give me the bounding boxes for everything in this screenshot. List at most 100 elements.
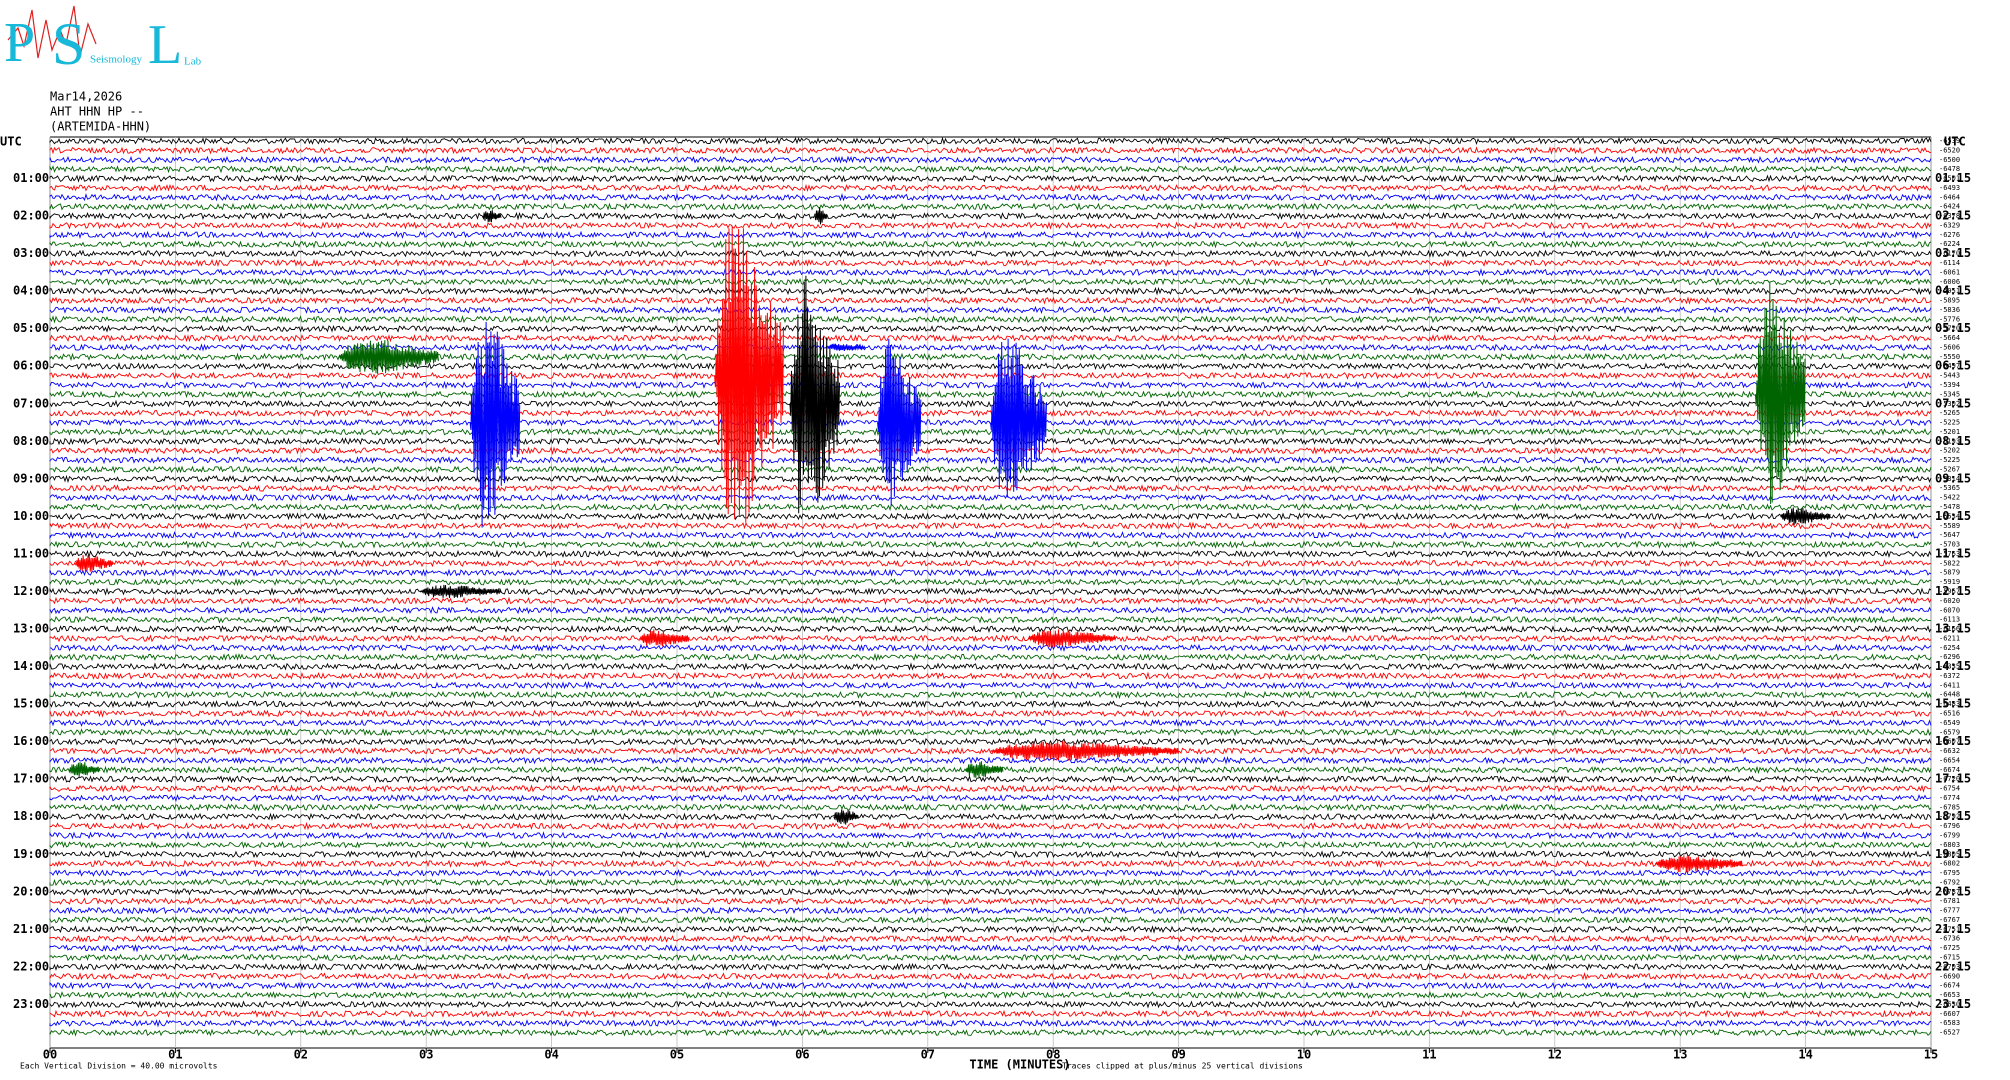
right-axis-title: UTC [1944,135,1966,149]
trace-offset: -6276 [1939,231,1960,239]
event [1780,507,1831,526]
trace [49,136,1932,146]
trace [49,1028,1932,1037]
trace-offset: -6006 [1939,278,1960,286]
trace-offset: -6464 [1939,193,1960,201]
trace-offset: -6774 [1939,794,1960,802]
trace [49,784,1932,793]
hour-label: 20:00 [13,884,49,898]
trace-offset: -6070 [1939,606,1960,614]
x-tick-label: 02 [294,1048,308,1062]
trace-offset: -6493 [1939,184,1960,192]
trace [49,652,1932,662]
trace [49,380,1932,390]
trace [49,211,1931,221]
trace [49,596,1932,606]
trace-offset: -6224 [1939,240,1960,248]
trace-offset: -6335 [1939,663,1960,671]
trace [49,530,1932,540]
trace-offset: -5422 [1939,494,1960,502]
trace [49,925,1932,934]
logo-letter: L [148,14,182,76]
trace [49,699,1932,709]
logo: P S L Seismology Lab [4,5,202,77]
trace-offset: -6113 [1939,616,1960,624]
hour-label: 13:15 [1935,622,1971,636]
hour-label: 03:00 [13,246,49,260]
trace-offset: -6767 [1939,916,1960,924]
hour-label: 10:00 [13,509,49,523]
hour-label: 19:15 [1935,847,1971,861]
hour-label: 13:00 [13,622,49,636]
hour-label: 14:00 [13,659,49,673]
hour-label: 09:15 [1935,471,1971,485]
left-axis-title: UTC [0,135,22,149]
x-tick-label: 15 [1924,1048,1938,1062]
trace [49,944,1932,953]
trace-offset: -5314 [1939,475,1960,483]
trace [49,728,1932,737]
trace [49,718,1932,728]
header-date: Mar14,2026 [50,90,122,104]
trace [49,474,1932,484]
trace-offset: -6424 [1939,203,1960,211]
trace-offset: -5879 [1939,569,1960,577]
trace-offset: -5951 [1939,287,1960,295]
trace-offset: -6787 [1939,888,1960,896]
hour-label: 16:00 [13,734,49,748]
hour-label: 01:15 [1935,171,1971,185]
hour-label: 07:15 [1935,396,1971,410]
event [482,210,502,223]
trace-offset: -5225 [1939,419,1960,427]
event [1654,855,1743,873]
logo-word: Seismology [90,54,142,66]
trace-offset: -6792 [1939,813,1960,821]
trace-offset: -6795 [1939,869,1960,877]
trace [49,568,1932,577]
x-tick-label: 00 [43,1048,57,1062]
trace-offset: -6549 [1939,719,1960,727]
hour-label: 19:00 [13,847,49,861]
trace-offset: -5497 [1939,362,1960,370]
hour-label: 08:15 [1935,434,1971,448]
trace-offset: -5647 [1939,531,1960,539]
trace-offset: -5201 [1939,428,1960,436]
trace [49,887,1932,896]
event [990,740,1179,761]
trace [49,896,1932,906]
hour-label: 23:15 [1935,997,1971,1011]
trace [49,756,1932,765]
trace [49,390,1932,399]
trace [49,164,1932,174]
trace [49,1019,1932,1028]
trace [49,230,1932,240]
event [68,762,101,778]
event [814,207,828,225]
trace [49,352,1932,362]
x-tick-label: 01 [168,1048,182,1062]
trace-offset: -6527 [1939,1029,1960,1037]
hour-label: 11:00 [13,546,49,560]
trace [49,193,1932,202]
hour-label: 22:15 [1935,959,1971,973]
trace [49,906,1932,915]
logo-zigzag [7,5,97,59]
trace-offset: -6805 [1939,850,1960,858]
trace [49,540,1932,549]
trace [49,305,1932,315]
trace [49,878,1932,887]
trace [49,606,1932,615]
trace-offset: -6736 [1939,935,1960,943]
x-tick-label: 06 [795,1048,809,1062]
trace [49,277,1932,286]
hour-label: 01:00 [13,171,49,185]
trace-offset: -6754 [1939,785,1960,793]
event [833,809,859,825]
trace-offset: -5550 [1939,353,1960,361]
hour-label: 06:00 [13,359,49,373]
clip-note: Traces clipped at plus/minus 25 vertical… [1062,1062,1303,1071]
trace-offset: -5302 [1939,400,1960,408]
trace-offset: -6211 [1939,634,1960,642]
trace [49,361,1932,371]
trace [49,418,1932,427]
